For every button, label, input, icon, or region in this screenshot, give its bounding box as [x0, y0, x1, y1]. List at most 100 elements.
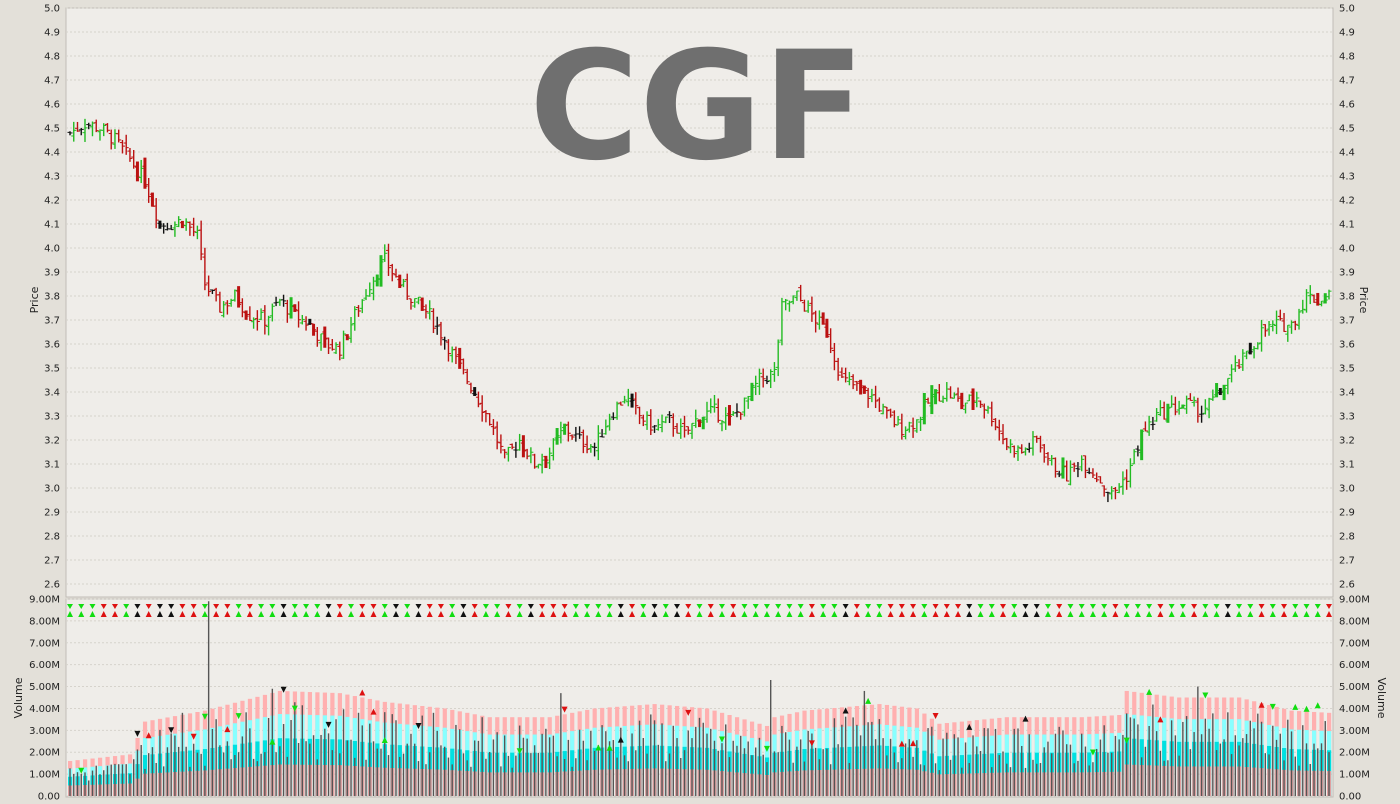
ticker-watermark: CGF	[529, 20, 865, 194]
signal-strip-marker	[280, 604, 287, 617]
volume-tick-label-left: 6.00M	[29, 660, 60, 671]
price-tick-label-left: 2.8	[44, 532, 60, 543]
volume-signal-marker	[718, 736, 725, 743]
volume-tick-label-left: 7.00M	[29, 638, 60, 649]
signal-strip-marker	[763, 604, 770, 617]
signal-strip-marker	[887, 604, 894, 617]
signal-strip-marker	[224, 604, 231, 617]
signal-strip-marker	[1146, 604, 1153, 617]
volume-signal-marker	[224, 726, 231, 733]
signal-strip-marker	[584, 604, 591, 617]
volume-signal-marker	[1258, 701, 1265, 708]
price-tick-label-right: 3.8	[1339, 292, 1355, 303]
volume-axis-right: 9.00M 8.00M 7.00M 6.00M 5.00M 4.00M 3.00M 2.00M…	[1339, 595, 1370, 803]
signal-strip-marker	[820, 604, 827, 617]
price-tick-label-left: 3.6	[44, 340, 60, 351]
volume-signal-marker	[1123, 737, 1130, 744]
volume-signal-marker	[370, 708, 377, 715]
signal-strip-marker	[898, 604, 905, 617]
price-tick-label-left: 2.6	[44, 580, 60, 591]
signal-strip-marker	[865, 604, 872, 617]
price-grid	[66, 7, 1333, 585]
signal-strip-marker	[415, 604, 422, 617]
signal-strip-marker	[595, 604, 602, 617]
signal-strip-marker	[179, 604, 186, 617]
volume-signal-marker	[78, 767, 85, 774]
volume-signal-marker	[1157, 716, 1164, 723]
volume-signal-marker	[516, 748, 523, 755]
signal-strip-marker	[550, 604, 557, 617]
volume-signal-marker	[561, 706, 568, 713]
signal-strip-marker	[156, 604, 163, 617]
signal-strip-marker	[1033, 604, 1040, 617]
volume-signal-marker	[932, 713, 939, 720]
volume-tick-label-left: 3.00M	[29, 726, 60, 737]
signal-strip-marker	[89, 604, 96, 617]
price-tick-label-right: 3.0	[1339, 484, 1355, 495]
signal-strip-marker	[1213, 604, 1220, 617]
volume-tick-label-left: 4.00M	[29, 704, 60, 715]
signal-strip-marker	[921, 604, 928, 617]
signal-strip-marker	[494, 604, 501, 617]
signal-strip-marker	[314, 604, 321, 617]
signal-strip-marker	[718, 604, 725, 617]
volume-signal-marker	[1303, 705, 1310, 712]
signal-strip-marker	[977, 604, 984, 617]
volume-tick-label-right: 1.00M	[1339, 770, 1370, 781]
price-tick-label-right: 3.7	[1339, 316, 1355, 327]
signal-strip-marker	[988, 604, 995, 617]
signal-strip-marker	[786, 604, 793, 617]
signal-strip-marker	[1168, 604, 1175, 617]
signal-strip-marker	[1303, 604, 1310, 617]
signal-strip-marker	[842, 604, 849, 617]
signal-strip-marker	[831, 604, 838, 617]
signal-strip-marker	[246, 604, 253, 617]
signal-strip-marker	[1179, 604, 1186, 617]
signal-strip-marker	[1326, 604, 1332, 617]
signal-strip-marker	[145, 604, 152, 617]
signal-strip-marker	[168, 604, 175, 617]
signal-strip-marker	[201, 604, 208, 617]
price-axis-left: 5.0 4.9 4.8 4.7 4.6 4.5 4.4 4.3 4.2 4.1 4.0 3.9 3.8 3…	[44, 4, 60, 591]
volume-tick-label-right: 6.00M	[1339, 660, 1370, 671]
signal-strip-marker	[1258, 604, 1265, 617]
price-tick-label-right: 3.4	[1339, 388, 1355, 399]
volume-signal-marker	[865, 697, 872, 704]
volume-tick-label-left: 0.00	[38, 792, 60, 801]
signal-strip-marker	[1078, 604, 1085, 617]
signal-strip-marker	[1236, 604, 1243, 617]
price-tick-label-left: 3.4	[44, 388, 60, 399]
price-tick-label-right: 4.8	[1339, 52, 1355, 63]
price-tick-label-right: 3.5	[1339, 364, 1355, 375]
signal-strip-marker	[78, 604, 85, 617]
signal-strip-marker	[730, 604, 737, 617]
volume-axis-label-right: Volume	[1375, 678, 1388, 719]
signal-strip-marker	[1000, 604, 1007, 617]
signal-strip-marker	[955, 604, 962, 617]
volume-tick-label-right: 2.00M	[1339, 748, 1370, 759]
signal-strip-marker	[1269, 604, 1276, 617]
price-tick-label-right: 4.4	[1339, 148, 1355, 159]
price-tick-label-right: 3.3	[1339, 412, 1355, 423]
volume-axis-label-left: Volume	[12, 677, 25, 718]
price-axis-label-left: Price	[28, 286, 41, 313]
signal-strip-marker	[572, 604, 579, 617]
price-tick-label-left: 4.9	[44, 28, 60, 39]
price-axis-label-right: Price	[1357, 287, 1370, 314]
price-tick-label-right: 2.8	[1339, 532, 1355, 543]
volume-signal-marker	[235, 713, 242, 720]
price-tick-label-left: 4.4	[44, 148, 60, 159]
volume-signal-marker	[280, 686, 287, 693]
price-tick-label-left: 3.9	[44, 268, 60, 279]
volume-tick-label-left: 2.00M	[29, 748, 60, 759]
volume-markers	[67, 604, 1332, 774]
signal-strip-marker	[775, 604, 782, 617]
price-tick-label-left: 2.9	[44, 508, 60, 519]
signal-strip-marker	[1134, 604, 1141, 617]
price-tick-label-left: 3.3	[44, 412, 60, 423]
volume-signal-marker	[1292, 703, 1299, 710]
signal-strip-marker	[325, 604, 332, 617]
volume-tick-label-left: 5.00M	[29, 682, 60, 693]
signal-strip-marker	[359, 604, 366, 617]
signal-strip-marker	[303, 604, 310, 617]
